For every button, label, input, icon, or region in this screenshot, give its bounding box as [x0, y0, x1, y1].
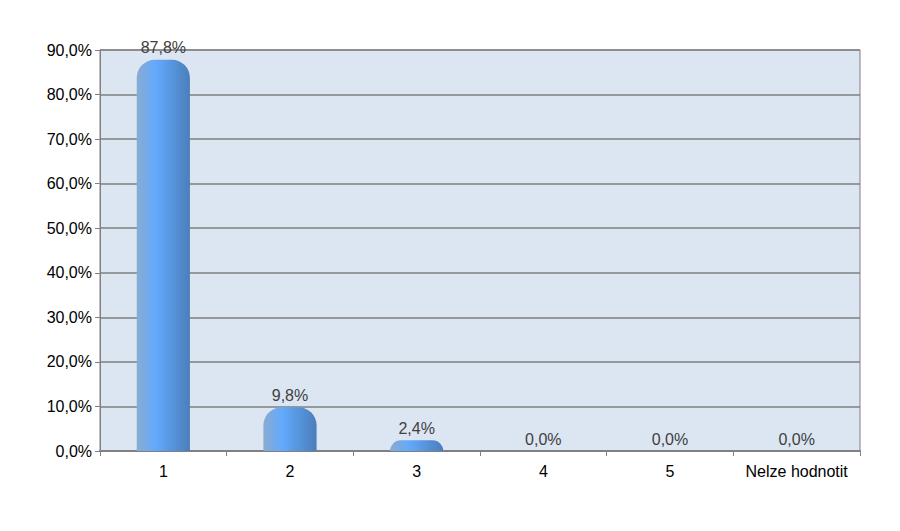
svg-text:10,0%: 10,0% [47, 398, 92, 415]
svg-text:40,0%: 40,0% [47, 264, 92, 281]
svg-text:0,0%: 0,0% [525, 431, 561, 448]
svg-text:0,0%: 0,0% [56, 443, 92, 460]
svg-text:0,0%: 0,0% [652, 431, 688, 448]
svg-text:70,0%: 70,0% [47, 131, 92, 148]
svg-text:4: 4 [539, 463, 548, 480]
svg-text:Nelze hodnotit: Nelze hodnotit [746, 463, 849, 480]
svg-text:2: 2 [286, 463, 295, 480]
svg-text:5: 5 [666, 463, 675, 480]
svg-text:87,8%: 87,8% [141, 39, 186, 56]
svg-text:30,0%: 30,0% [47, 309, 92, 326]
svg-text:2,4%: 2,4% [398, 420, 434, 437]
svg-text:60,0%: 60,0% [47, 175, 92, 192]
svg-text:9,8%: 9,8% [272, 387, 308, 404]
svg-text:0,0%: 0,0% [778, 431, 814, 448]
svg-text:90,0%: 90,0% [47, 42, 92, 59]
svg-text:3: 3 [412, 463, 421, 480]
svg-text:1: 1 [159, 463, 168, 480]
svg-text:80,0%: 80,0% [47, 86, 92, 103]
svg-text:20,0%: 20,0% [47, 353, 92, 370]
svg-text:50,0%: 50,0% [47, 220, 92, 237]
